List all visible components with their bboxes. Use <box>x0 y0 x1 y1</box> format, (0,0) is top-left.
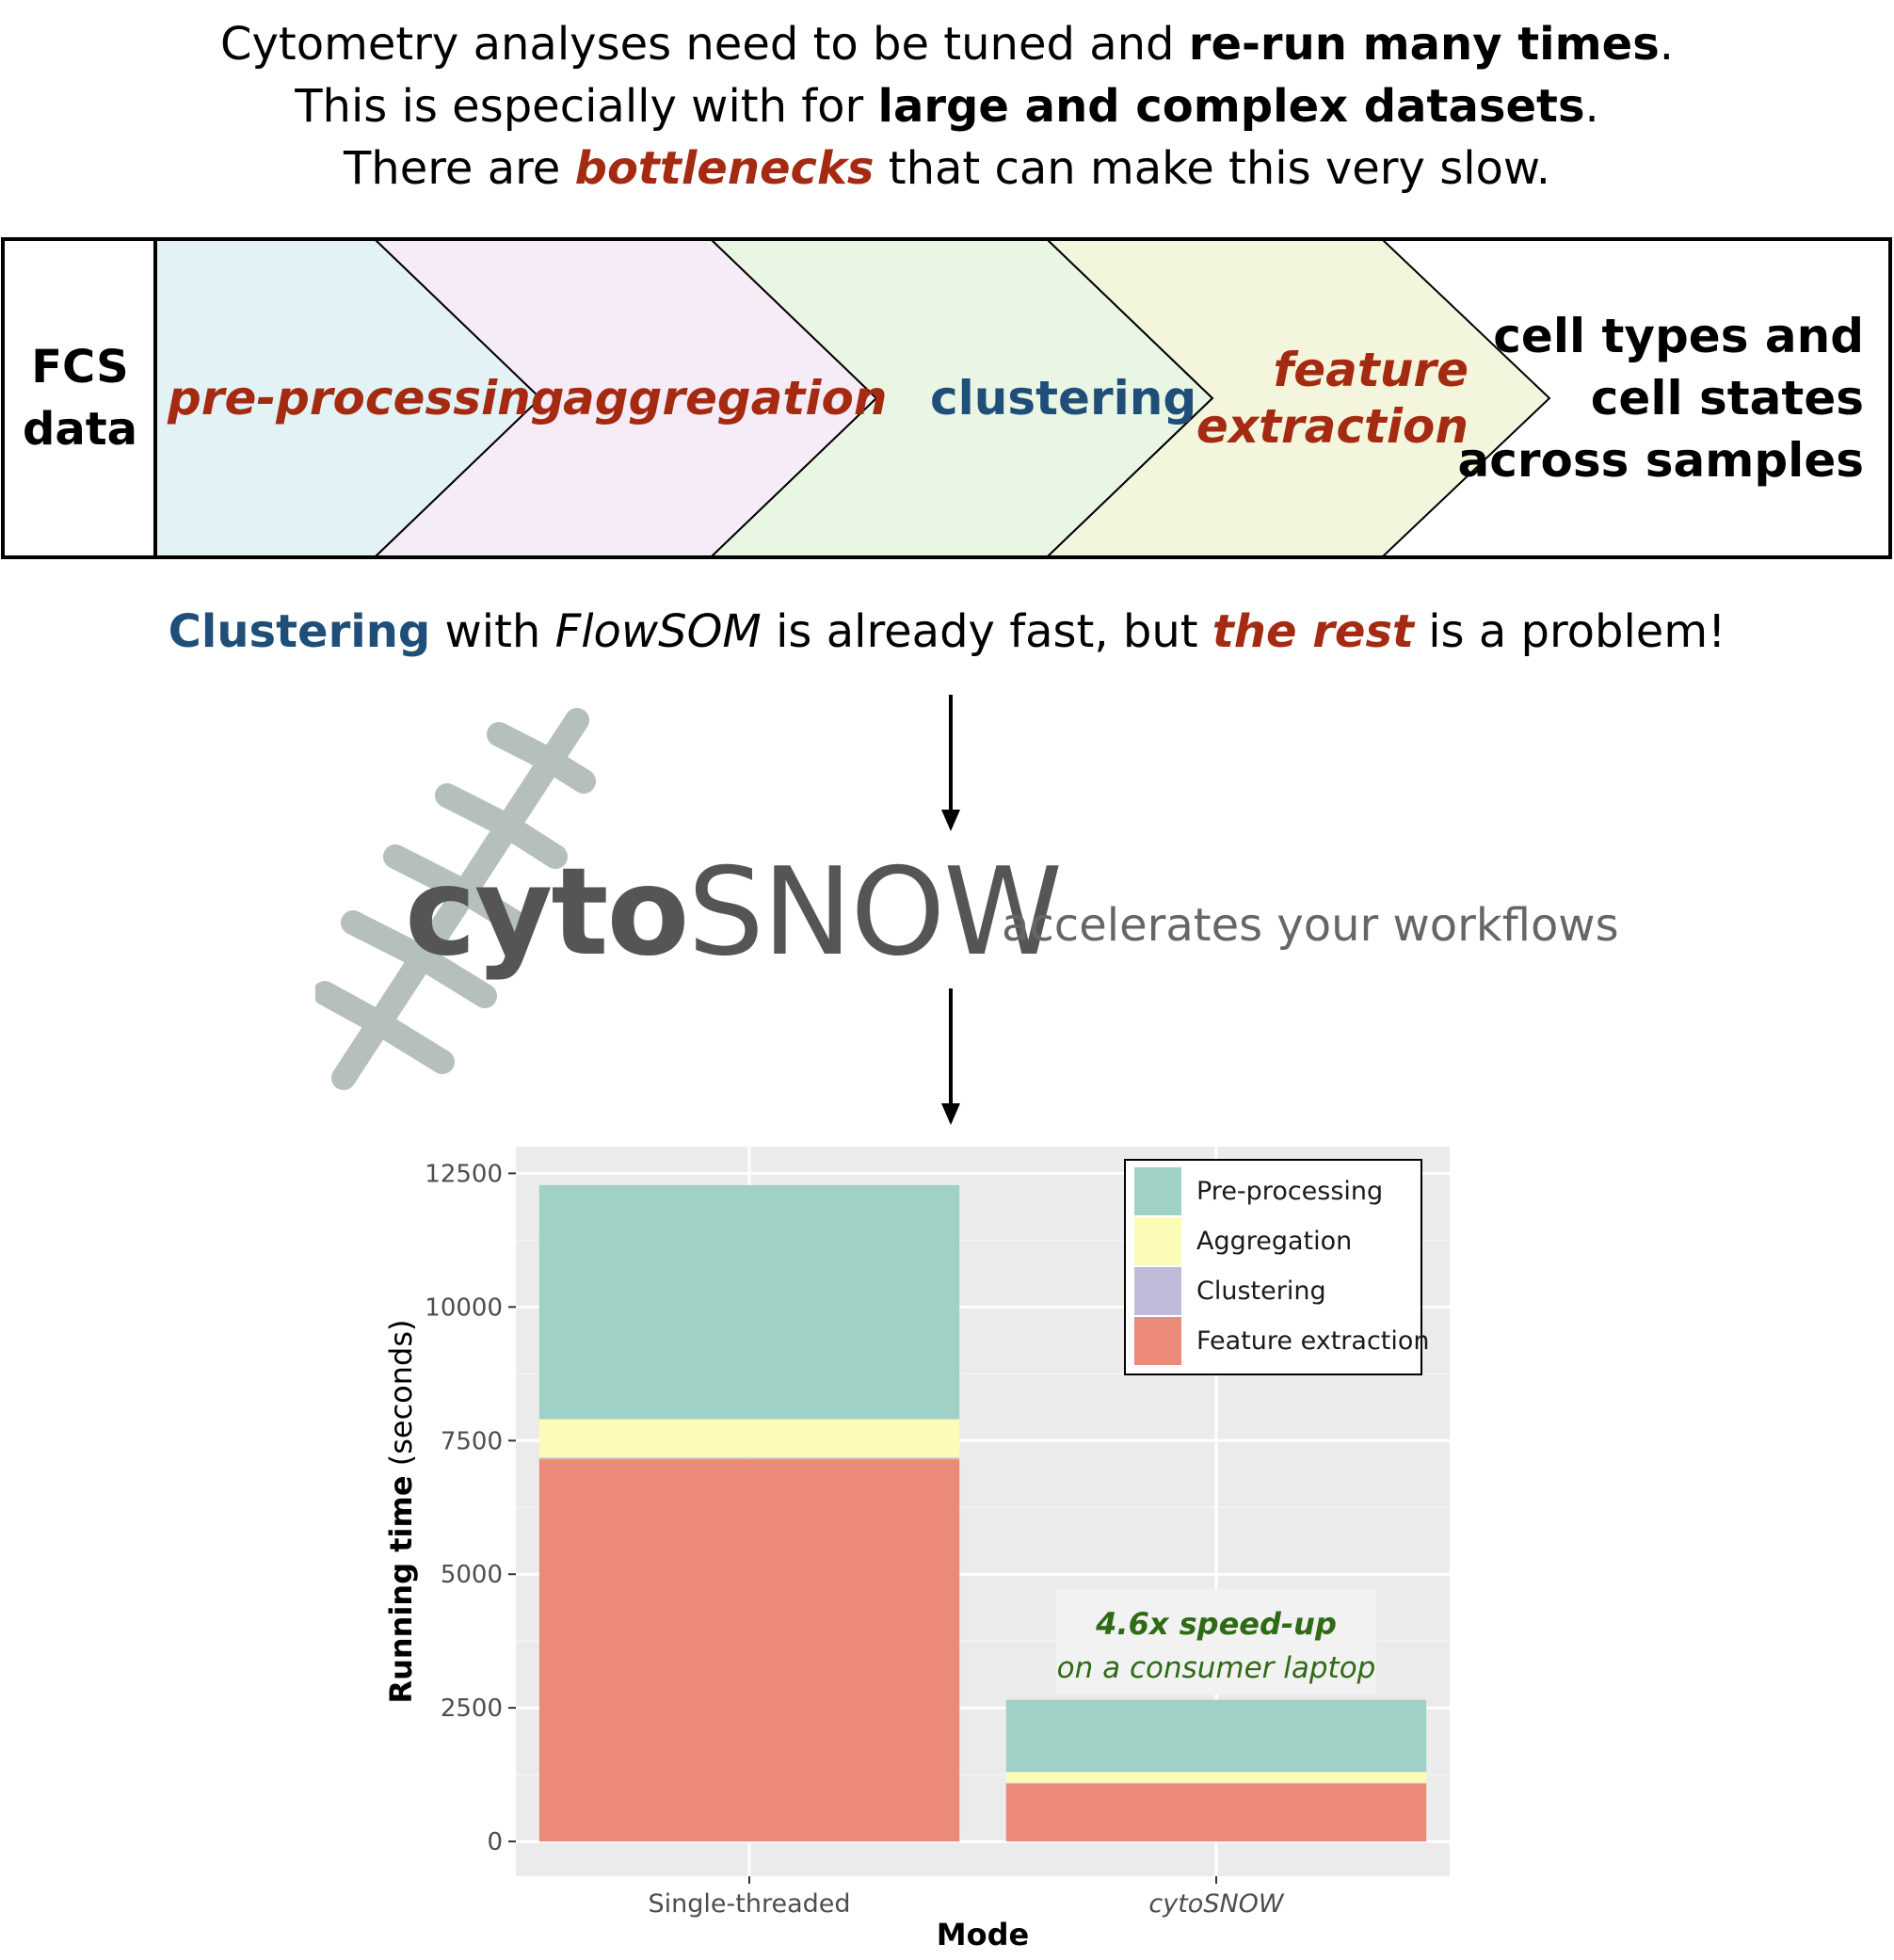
stage-pre-processing: pre-processing <box>168 371 565 426</box>
x-tick-label: Single-threaded <box>649 1889 851 1919</box>
annotation-laptop: on a consumer laptop <box>1057 1651 1376 1685</box>
stage-clustering: clustering <box>930 371 1197 426</box>
x-tick-label: cytoSNOW <box>1148 1889 1285 1919</box>
y-axis-title: Running time (seconds) <box>383 1319 419 1703</box>
pipeline-diagram <box>1 237 1892 559</box>
y-tick-label: 7500 <box>441 1427 503 1455</box>
stage-feature-extraction: feature extraction <box>1196 343 1469 454</box>
bar-aggregation <box>538 1419 960 1458</box>
bar-pre-processing <box>1005 1699 1427 1773</box>
pipeline-frame <box>1 237 1892 559</box>
y-tick-label: 0 <box>487 1828 503 1856</box>
intro-text: Cytometry analyses need to be tuned and … <box>0 13 1894 200</box>
annotation-box <box>1056 1589 1376 1695</box>
y-tick-label: 12500 <box>425 1160 503 1188</box>
intro-line-1: Cytometry analyses need to be tuned and … <box>219 18 1675 71</box>
y-axis-title-unit: (seconds) <box>383 1319 419 1475</box>
bar-feature-extraction <box>1005 1783 1427 1842</box>
clustering-statement: Clustering with FlowSOM is already fast,… <box>168 605 1726 658</box>
bar-clustering <box>538 1457 960 1460</box>
bar-feature-extraction <box>538 1459 960 1842</box>
legend-label: Pre-processing <box>1196 1177 1383 1206</box>
intro-line-2: This is especially with for large and co… <box>295 80 1599 133</box>
running-time-chart: 0 2500 5000 7500 10000 12500 Single-threaded cy… <box>383 1147 1450 1952</box>
legend-label: Feature extraction <box>1196 1326 1430 1356</box>
logo-tagline: accelerates your workflows <box>1002 899 1619 952</box>
y-axis-title-bold: Running time <box>383 1475 419 1703</box>
y-tick-label: 2500 <box>441 1695 503 1723</box>
pipeline-output: cell types and cell states across samples <box>1457 309 1864 488</box>
legend-swatch <box>1134 1317 1181 1365</box>
legend-label: Aggregation <box>1196 1227 1352 1256</box>
legend-swatch <box>1134 1267 1181 1315</box>
bar-aggregation <box>1005 1772 1427 1783</box>
intro-line-3: There are bottlenecks that can make this… <box>343 142 1551 195</box>
legend-swatch <box>1134 1217 1181 1265</box>
annotation-speedup: 4.6x speed-up <box>1095 1606 1337 1642</box>
y-tick-label: 5000 <box>441 1561 503 1589</box>
legend-label: Clustering <box>1196 1277 1326 1306</box>
cytosnow-logo: cytoSNOW <box>405 843 1063 983</box>
bar-clustering <box>1005 1782 1427 1784</box>
legend-swatch <box>1134 1167 1181 1215</box>
snowflake-icon <box>315 708 596 1090</box>
bar-pre-processing <box>538 1184 960 1420</box>
x-axis-title: Mode <box>937 1917 1029 1952</box>
arrow-down-icon <box>941 695 960 831</box>
y-tick-label: 10000 <box>425 1293 503 1322</box>
arrow-down-icon <box>941 988 960 1125</box>
fcs-data-label: FCS data <box>22 341 138 456</box>
stage-aggregation: aggregation <box>563 371 888 426</box>
